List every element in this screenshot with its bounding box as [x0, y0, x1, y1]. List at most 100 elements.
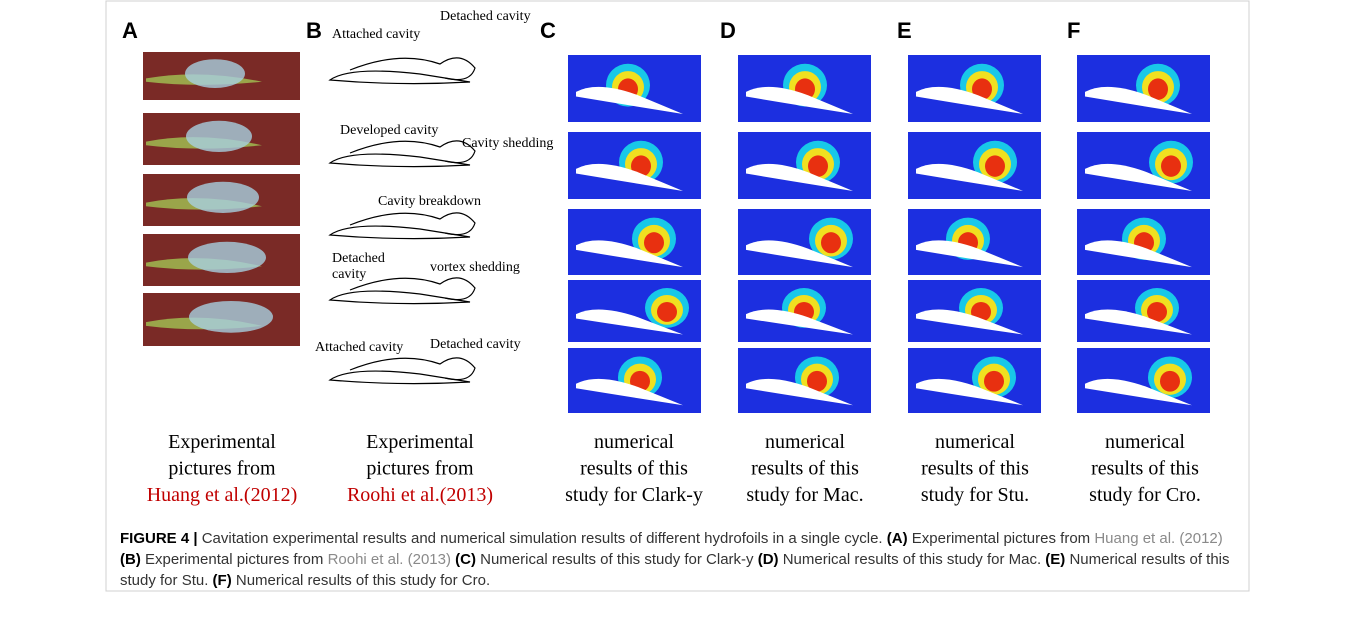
sketch-label: cavity [332, 267, 366, 282]
column-caption: results of this [751, 458, 859, 480]
sketch-foil [328, 70, 471, 85]
column-caption: Huang et al.(2012) [147, 484, 298, 506]
caption-text: FIGURE 4 | [120, 530, 198, 547]
sim-cavity-core [1160, 370, 1180, 392]
sim-cavity-core [644, 232, 664, 254]
sketch-label: vortex shedding [430, 260, 520, 275]
caption-text: Numerical results of this study for Stu. [120, 551, 1230, 589]
column-caption: numerical [594, 431, 674, 453]
sim-foil [576, 378, 683, 406]
sim-foil [916, 309, 1023, 335]
column-caption: pictures from [366, 458, 474, 480]
column-caption: numerical [1105, 431, 1185, 453]
sim-cavity-core [807, 370, 827, 392]
column-caption: results of this [580, 458, 688, 480]
sim-cavity-core [1148, 78, 1168, 100]
sim-cavity-core [1147, 301, 1167, 322]
sim-foil [746, 86, 853, 114]
sim-foil [746, 309, 853, 335]
panel-letter: E [897, 18, 912, 43]
caption-text: Numerical results of this study for Cro. [231, 572, 491, 589]
sketch-label: Attached cavity [315, 340, 403, 355]
photo-cavity [187, 181, 259, 213]
sim-foil [576, 86, 683, 114]
panel-letter: B [306, 18, 322, 43]
sim-foil [916, 163, 1023, 191]
figure-frame [105, 0, 1250, 592]
sim-foil [746, 163, 853, 191]
caption-reference[interactable]: Huang et al. (2012) [1094, 530, 1223, 547]
sketch-foil [328, 225, 471, 240]
panel-letter: F [1067, 18, 1080, 43]
sim-cavity-core [984, 370, 1004, 392]
sketch-foil [328, 290, 471, 305]
column-caption: study for Stu. [921, 484, 1029, 506]
sketch-label: Cavity breakdown [378, 194, 481, 209]
sketch-cavity [349, 57, 476, 81]
caption-text: Numerical results of this study for Clar… [475, 551, 758, 568]
photo-cavity [186, 120, 252, 152]
sketch-foil [328, 370, 471, 385]
sketch-label: Developed cavity [340, 123, 438, 138]
sim-foil [1085, 86, 1192, 114]
column-caption: Experimental [168, 431, 276, 453]
sim-foil [746, 378, 853, 406]
sim-cavity-core [985, 155, 1005, 177]
caption-text: Experimental pictures from [140, 551, 328, 568]
photo-cavity [185, 59, 245, 88]
sim-foil [576, 309, 683, 335]
sim-cavity-core [1161, 155, 1181, 177]
column-caption: study for Cro. [1089, 484, 1201, 506]
caption-text: Experimental pictures from [907, 530, 1095, 547]
sim-foil [916, 86, 1023, 114]
caption-text: (D) [757, 551, 779, 568]
column-caption: study for Clark-y [565, 484, 703, 506]
sim-cavity-core [808, 155, 828, 177]
column-caption: numerical [765, 431, 845, 453]
sim-foil [1085, 309, 1192, 335]
sim-cavity-core [972, 78, 992, 100]
panel-letter: A [122, 18, 138, 43]
column-caption: study for Mac. [746, 484, 863, 506]
sketch-label: Detached cavity [430, 337, 521, 352]
caption-text: (C) [455, 551, 476, 568]
caption-text: Cavitation experimental results and nume… [197, 530, 887, 547]
caption-text: Numerical results of this study for Mac. [778, 551, 1046, 568]
panel-letter: D [720, 18, 736, 43]
column-caption: pictures from [168, 458, 276, 480]
sketch-foil [328, 153, 471, 168]
sim-foil [1085, 240, 1192, 268]
sketch-cavity [349, 140, 476, 164]
column-caption: results of this [1091, 458, 1199, 480]
sim-foil [1085, 163, 1192, 191]
sketch-label: Detached [332, 251, 385, 266]
sketch-label: Attached cavity [332, 27, 420, 42]
sim-foil [916, 378, 1023, 406]
sketch-label: Cavity shedding [462, 136, 553, 151]
sim-foil [746, 240, 853, 268]
panel-letter: C [540, 18, 556, 43]
sim-cavity-core [657, 301, 677, 322]
caption-text: (A) [886, 530, 908, 547]
figure-caption: FIGURE 4 | Cavitation experimental resul… [120, 528, 1240, 591]
sketch-label: Detached cavity [440, 9, 531, 24]
caption-reference[interactable]: Roohi et al. (2013) [327, 551, 451, 568]
photo-cavity [189, 300, 273, 333]
sim-foil [576, 240, 683, 268]
column-caption: numerical [935, 431, 1015, 453]
column-caption: Experimental [366, 431, 474, 453]
sim-cavity-core [821, 232, 841, 254]
caption-text: (F) [212, 572, 232, 589]
column-caption: results of this [921, 458, 1029, 480]
sim-foil [576, 163, 683, 191]
sim-foil [916, 240, 1023, 268]
sketch-cavity [349, 357, 476, 381]
sketch-cavity [349, 277, 476, 301]
sketch-cavity [349, 212, 476, 236]
sim-foil [1085, 378, 1192, 406]
caption-text: (E) [1045, 551, 1066, 568]
photo-cavity [188, 241, 266, 273]
caption-text: (B) [120, 551, 141, 568]
